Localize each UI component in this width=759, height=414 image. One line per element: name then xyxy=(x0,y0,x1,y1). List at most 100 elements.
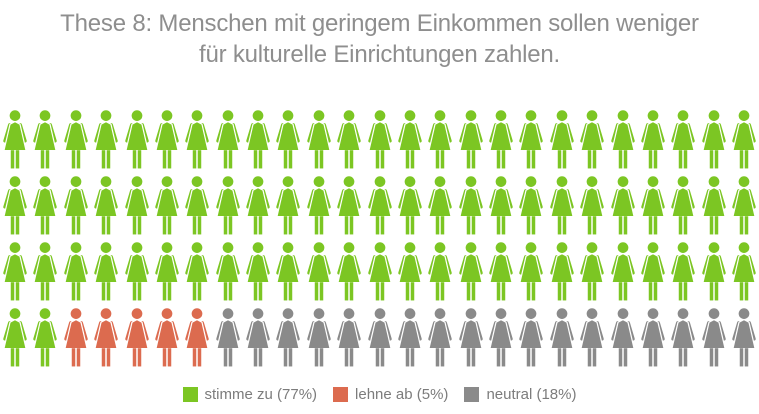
woman-pictogram-icon xyxy=(184,242,210,301)
woman-pictogram-icon xyxy=(336,242,362,301)
woman-pictogram-icon xyxy=(579,242,605,301)
woman-pictogram-icon xyxy=(579,176,605,235)
woman-pictogram-icon xyxy=(32,242,58,301)
woman-pictogram-icon xyxy=(367,308,393,367)
woman-pictogram-icon xyxy=(63,308,89,367)
woman-pictogram-icon xyxy=(367,110,393,169)
legend-label-stimme-zu: stimme zu (77%) xyxy=(204,386,318,403)
woman-pictogram-icon xyxy=(458,242,484,301)
chart-title-line2: für kulturelle Einrichtungen zahlen. xyxy=(198,41,560,68)
woman-pictogram-icon xyxy=(184,176,210,235)
woman-pictogram-icon xyxy=(549,242,575,301)
woman-pictogram-icon xyxy=(275,110,301,169)
legend-item-neutral: neutral (18%) xyxy=(464,386,576,403)
woman-pictogram-icon xyxy=(518,110,544,169)
woman-pictogram-icon xyxy=(397,308,423,367)
woman-pictogram-icon xyxy=(488,308,514,367)
woman-pictogram-icon xyxy=(488,242,514,301)
woman-pictogram-icon xyxy=(2,176,28,235)
woman-pictogram-icon xyxy=(701,110,727,169)
woman-pictogram-icon xyxy=(731,308,757,367)
pictogram-grid xyxy=(2,110,757,368)
woman-pictogram-icon xyxy=(154,110,180,169)
woman-pictogram-icon xyxy=(458,308,484,367)
woman-pictogram-icon xyxy=(549,176,575,235)
woman-pictogram-icon xyxy=(610,242,636,301)
woman-pictogram-icon xyxy=(579,110,605,169)
woman-pictogram-icon xyxy=(488,176,514,235)
woman-pictogram-icon xyxy=(458,176,484,235)
woman-pictogram-icon xyxy=(306,110,332,169)
woman-pictogram-icon xyxy=(245,110,271,169)
woman-pictogram-icon xyxy=(184,110,210,169)
woman-pictogram-icon xyxy=(397,110,423,169)
pictogram-row xyxy=(2,308,757,368)
woman-pictogram-icon xyxy=(640,242,666,301)
woman-pictogram-icon xyxy=(93,308,119,367)
woman-pictogram-icon xyxy=(427,242,453,301)
woman-pictogram-icon xyxy=(701,176,727,235)
pictogram-row xyxy=(2,110,757,170)
woman-pictogram-icon xyxy=(245,308,271,367)
woman-pictogram-icon xyxy=(731,176,757,235)
woman-pictogram-icon xyxy=(63,242,89,301)
woman-pictogram-icon xyxy=(245,176,271,235)
woman-pictogram-icon xyxy=(367,242,393,301)
woman-pictogram-icon xyxy=(610,110,636,169)
woman-pictogram-icon xyxy=(93,242,119,301)
woman-pictogram-icon xyxy=(2,110,28,169)
legend-swatch-stimme-zu xyxy=(182,387,198,402)
woman-pictogram-icon xyxy=(701,242,727,301)
woman-pictogram-icon xyxy=(610,176,636,235)
woman-pictogram-icon xyxy=(124,176,150,235)
woman-pictogram-icon xyxy=(124,242,150,301)
legend-label-lehne-ab: lehne ab (5%) xyxy=(355,386,449,403)
woman-pictogram-icon xyxy=(154,242,180,301)
woman-pictogram-icon xyxy=(275,242,301,301)
woman-pictogram-icon xyxy=(670,176,696,235)
woman-pictogram-icon xyxy=(2,242,28,301)
chart-title: These 8: Menschen mit geringem Einkommen… xyxy=(0,0,759,70)
woman-pictogram-icon xyxy=(275,308,301,367)
woman-pictogram-icon xyxy=(458,110,484,169)
woman-pictogram-icon xyxy=(184,308,210,367)
woman-pictogram-icon xyxy=(518,242,544,301)
woman-pictogram-icon xyxy=(154,176,180,235)
woman-pictogram-icon xyxy=(518,308,544,367)
legend-label-neutral: neutral (18%) xyxy=(486,386,577,403)
woman-pictogram-icon xyxy=(245,242,271,301)
woman-pictogram-icon xyxy=(154,308,180,367)
woman-pictogram-icon xyxy=(731,242,757,301)
legend-item-lehne-ab: lehne ab (5%) xyxy=(333,386,448,403)
woman-pictogram-icon xyxy=(640,176,666,235)
legend-swatch-lehne-ab xyxy=(333,387,349,402)
pictogram-row xyxy=(2,176,757,236)
woman-pictogram-icon xyxy=(427,308,453,367)
pictogram-row xyxy=(2,242,757,302)
woman-pictogram-icon xyxy=(306,242,332,301)
woman-pictogram-icon xyxy=(549,110,575,169)
woman-pictogram-icon xyxy=(397,176,423,235)
woman-pictogram-icon xyxy=(336,308,362,367)
woman-pictogram-icon xyxy=(215,308,241,367)
woman-pictogram-icon xyxy=(731,110,757,169)
woman-pictogram-icon xyxy=(640,308,666,367)
woman-pictogram-icon xyxy=(215,242,241,301)
woman-pictogram-icon xyxy=(397,242,423,301)
woman-pictogram-icon xyxy=(367,176,393,235)
woman-pictogram-icon xyxy=(488,110,514,169)
woman-pictogram-icon xyxy=(93,176,119,235)
woman-pictogram-icon xyxy=(610,308,636,367)
woman-pictogram-icon xyxy=(32,308,58,367)
woman-pictogram-icon xyxy=(63,176,89,235)
woman-pictogram-icon xyxy=(670,308,696,367)
woman-pictogram-icon xyxy=(32,176,58,235)
woman-pictogram-icon xyxy=(275,176,301,235)
woman-pictogram-icon xyxy=(124,308,150,367)
legend-swatch-neutral xyxy=(464,387,480,402)
legend: stimme zu (77%) lehne ab (5%) neutral (1… xyxy=(0,386,759,403)
woman-pictogram-icon xyxy=(670,242,696,301)
woman-pictogram-icon xyxy=(306,176,332,235)
woman-pictogram-icon xyxy=(93,110,119,169)
